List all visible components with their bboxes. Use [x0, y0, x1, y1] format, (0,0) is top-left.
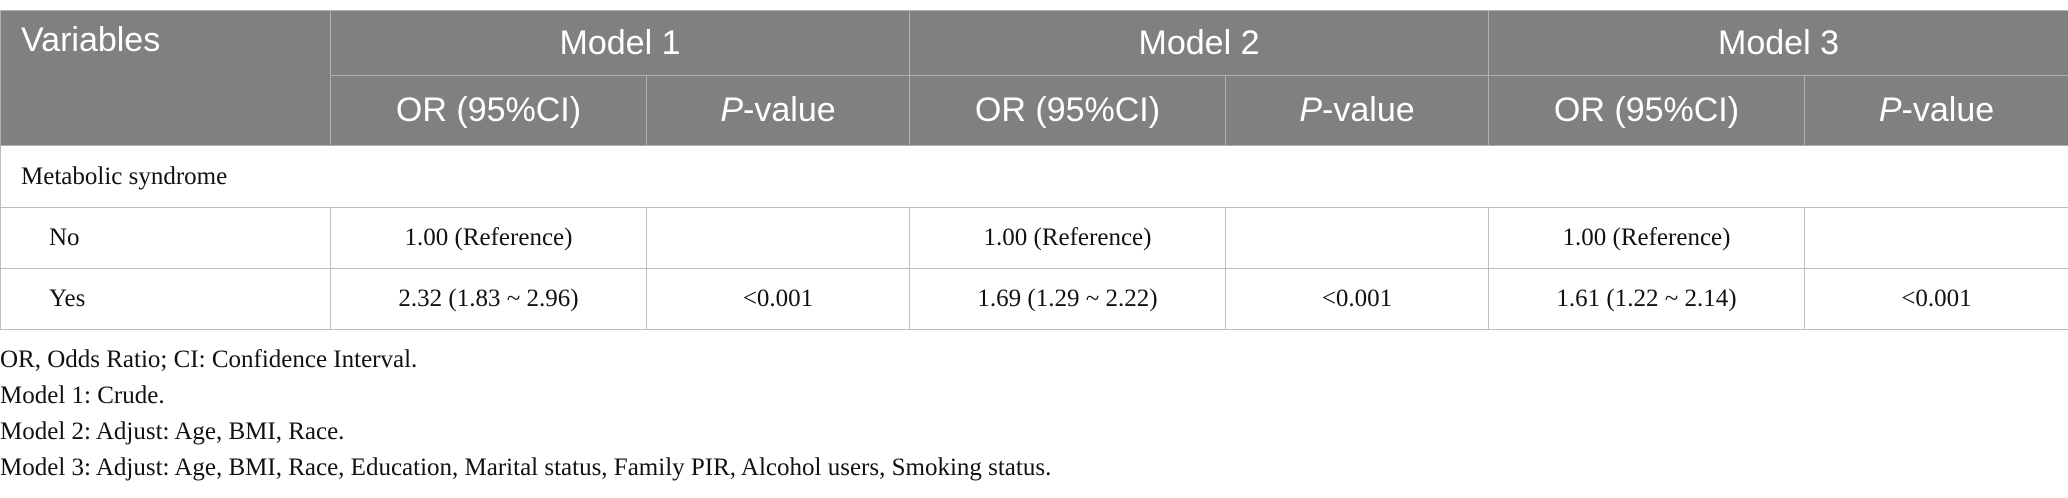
p-cell: <0.001 [1804, 268, 2068, 330]
or-cell: 1.00 (Reference) [1488, 207, 1805, 269]
p-rest: -value [743, 91, 836, 129]
p-italic: P [720, 91, 744, 129]
p-cell: <0.001 [1225, 268, 1489, 330]
p-cell: <0.001 [646, 268, 910, 330]
footnote: Model 1: Crude. [0, 382, 165, 409]
p-italic: P [1878, 91, 1902, 129]
empty-cell [1804, 207, 2068, 269]
data-row: Yes 2.32 (1.83 ~ 2.96) <0.001 1.69 (1.29 ~ … [0, 268, 2068, 330]
model-header: Model 1 [330, 10, 910, 76]
row-label: No [0, 207, 331, 269]
variables-header: Variables [0, 10, 331, 146]
footnotes: OR, Odds Ratio; CI: Confidence Interval.… [0, 342, 1051, 486]
data-row: No 1.00 (Reference) 1.00 (Reference) 1.00 (… [0, 207, 2068, 269]
or-cell: 1.69 (1.29 ~ 2.22) [909, 268, 1226, 330]
p-italic: P [1299, 91, 1323, 129]
or-header: OR (95%CI) [1488, 75, 1805, 146]
model-header: Model 2 [909, 10, 1489, 76]
or-cell: 1.00 (Reference) [330, 207, 647, 269]
results-table: Variables Model 1 Model 2 Model 3 OR (95%CI)… [0, 10, 2068, 330]
empty-cell [646, 207, 910, 269]
or-cell: 1.00 (Reference) [909, 207, 1226, 269]
footnote: Model 2: Adjust: Age, BMI, Race. [0, 418, 345, 445]
footnote: Model 3: Adjust: Age, BMI, Race, Educati… [0, 454, 1052, 481]
or-header: OR (95%CI) [909, 75, 1226, 146]
table-header: Variables Model 1 Model 2 Model 3 OR (95%CI)… [0, 10, 2068, 146]
header-row: Variables Model 1 Model 2 Model 3 [0, 10, 2068, 146]
model-header: Model 3 [1488, 10, 2068, 76]
row-label: Yes [0, 268, 331, 330]
footnote: OR, Odds Ratio; CI: Confidence Interval. [0, 346, 418, 373]
p-header: P-value [646, 75, 910, 146]
or-cell: 2.32 (1.83 ~ 2.96) [330, 268, 647, 330]
p-rest: -value [1322, 91, 1415, 129]
empty-cell [1225, 207, 1489, 269]
subheader-row: OR (95%CI) P-value OR (95%CI) P-value OR (95… [1, 75, 2068, 146]
section-row: Metabolic syndrome [0, 145, 2068, 208]
or-header: OR (95%CI) [330, 75, 647, 146]
p-header: P-value [1225, 75, 1489, 146]
p-header: P-value [1804, 75, 2068, 146]
p-rest: -value [1901, 91, 1995, 129]
section-label: Metabolic syndrome [0, 145, 2068, 208]
or-cell: 1.61 (1.22 ~ 2.14) [1488, 268, 1805, 330]
table-body: Metabolic syndrome No 1.00 (Reference) 1.00… [0, 145, 2068, 330]
